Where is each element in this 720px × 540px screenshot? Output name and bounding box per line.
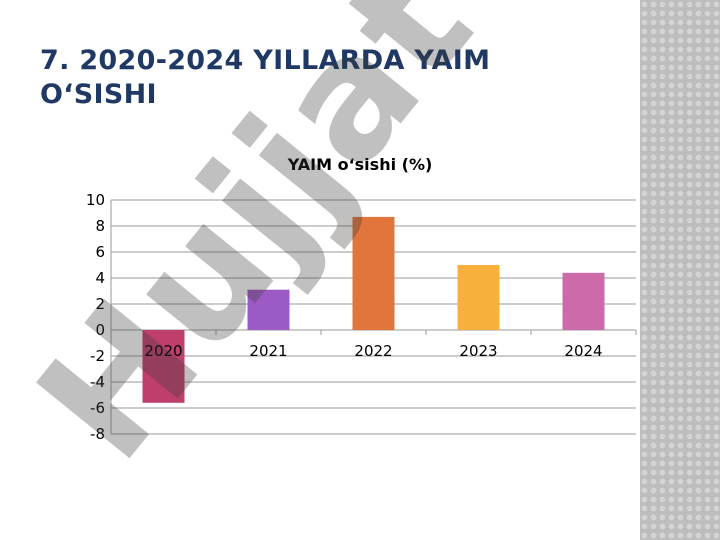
y-axis-ticks: 10 8 6 4 2 0 -2 -4 -6 -8 (86, 191, 105, 443)
x-category-label: 2022 (354, 342, 392, 360)
bar-2023 (457, 265, 500, 330)
bar-2024 (562, 272, 605, 330)
x-category-label: 2021 (249, 342, 287, 360)
bar-2021 (247, 289, 290, 330)
bars (142, 216, 605, 403)
slide-title-line-1: 7. 2020-2024 YILLARDA YAIM (40, 45, 491, 76)
x-category-label: 2020 (144, 342, 182, 360)
y-tick-label: -8 (90, 425, 105, 443)
y-tick-label: 8 (95, 217, 105, 235)
slide-title: 7. 2020-2024 YILLARDA YAIM O‘SISHI (40, 44, 510, 112)
chart-title: YAIM o‘sishi (%) (287, 155, 433, 174)
y-tick-label: -4 (90, 373, 105, 391)
y-tick-label: 6 (95, 243, 105, 261)
y-tick-label: 4 (95, 269, 105, 287)
slide-title-line-2: O‘SISHI (40, 79, 157, 110)
y-tick-label: -6 (90, 399, 105, 417)
y-tick-label: -2 (90, 347, 105, 365)
bar-2022 (352, 216, 395, 330)
y-tick-label: 0 (95, 321, 105, 339)
bar-2020 (142, 330, 185, 403)
x-category-label: 2023 (459, 342, 497, 360)
y-tick-label: 2 (95, 295, 105, 313)
side-decoration-panel (640, 0, 720, 540)
y-tick-label: 10 (86, 191, 105, 209)
x-axis-category-labels: 2020 2021 2022 2023 2024 (144, 342, 602, 360)
x-category-label: 2024 (564, 342, 602, 360)
